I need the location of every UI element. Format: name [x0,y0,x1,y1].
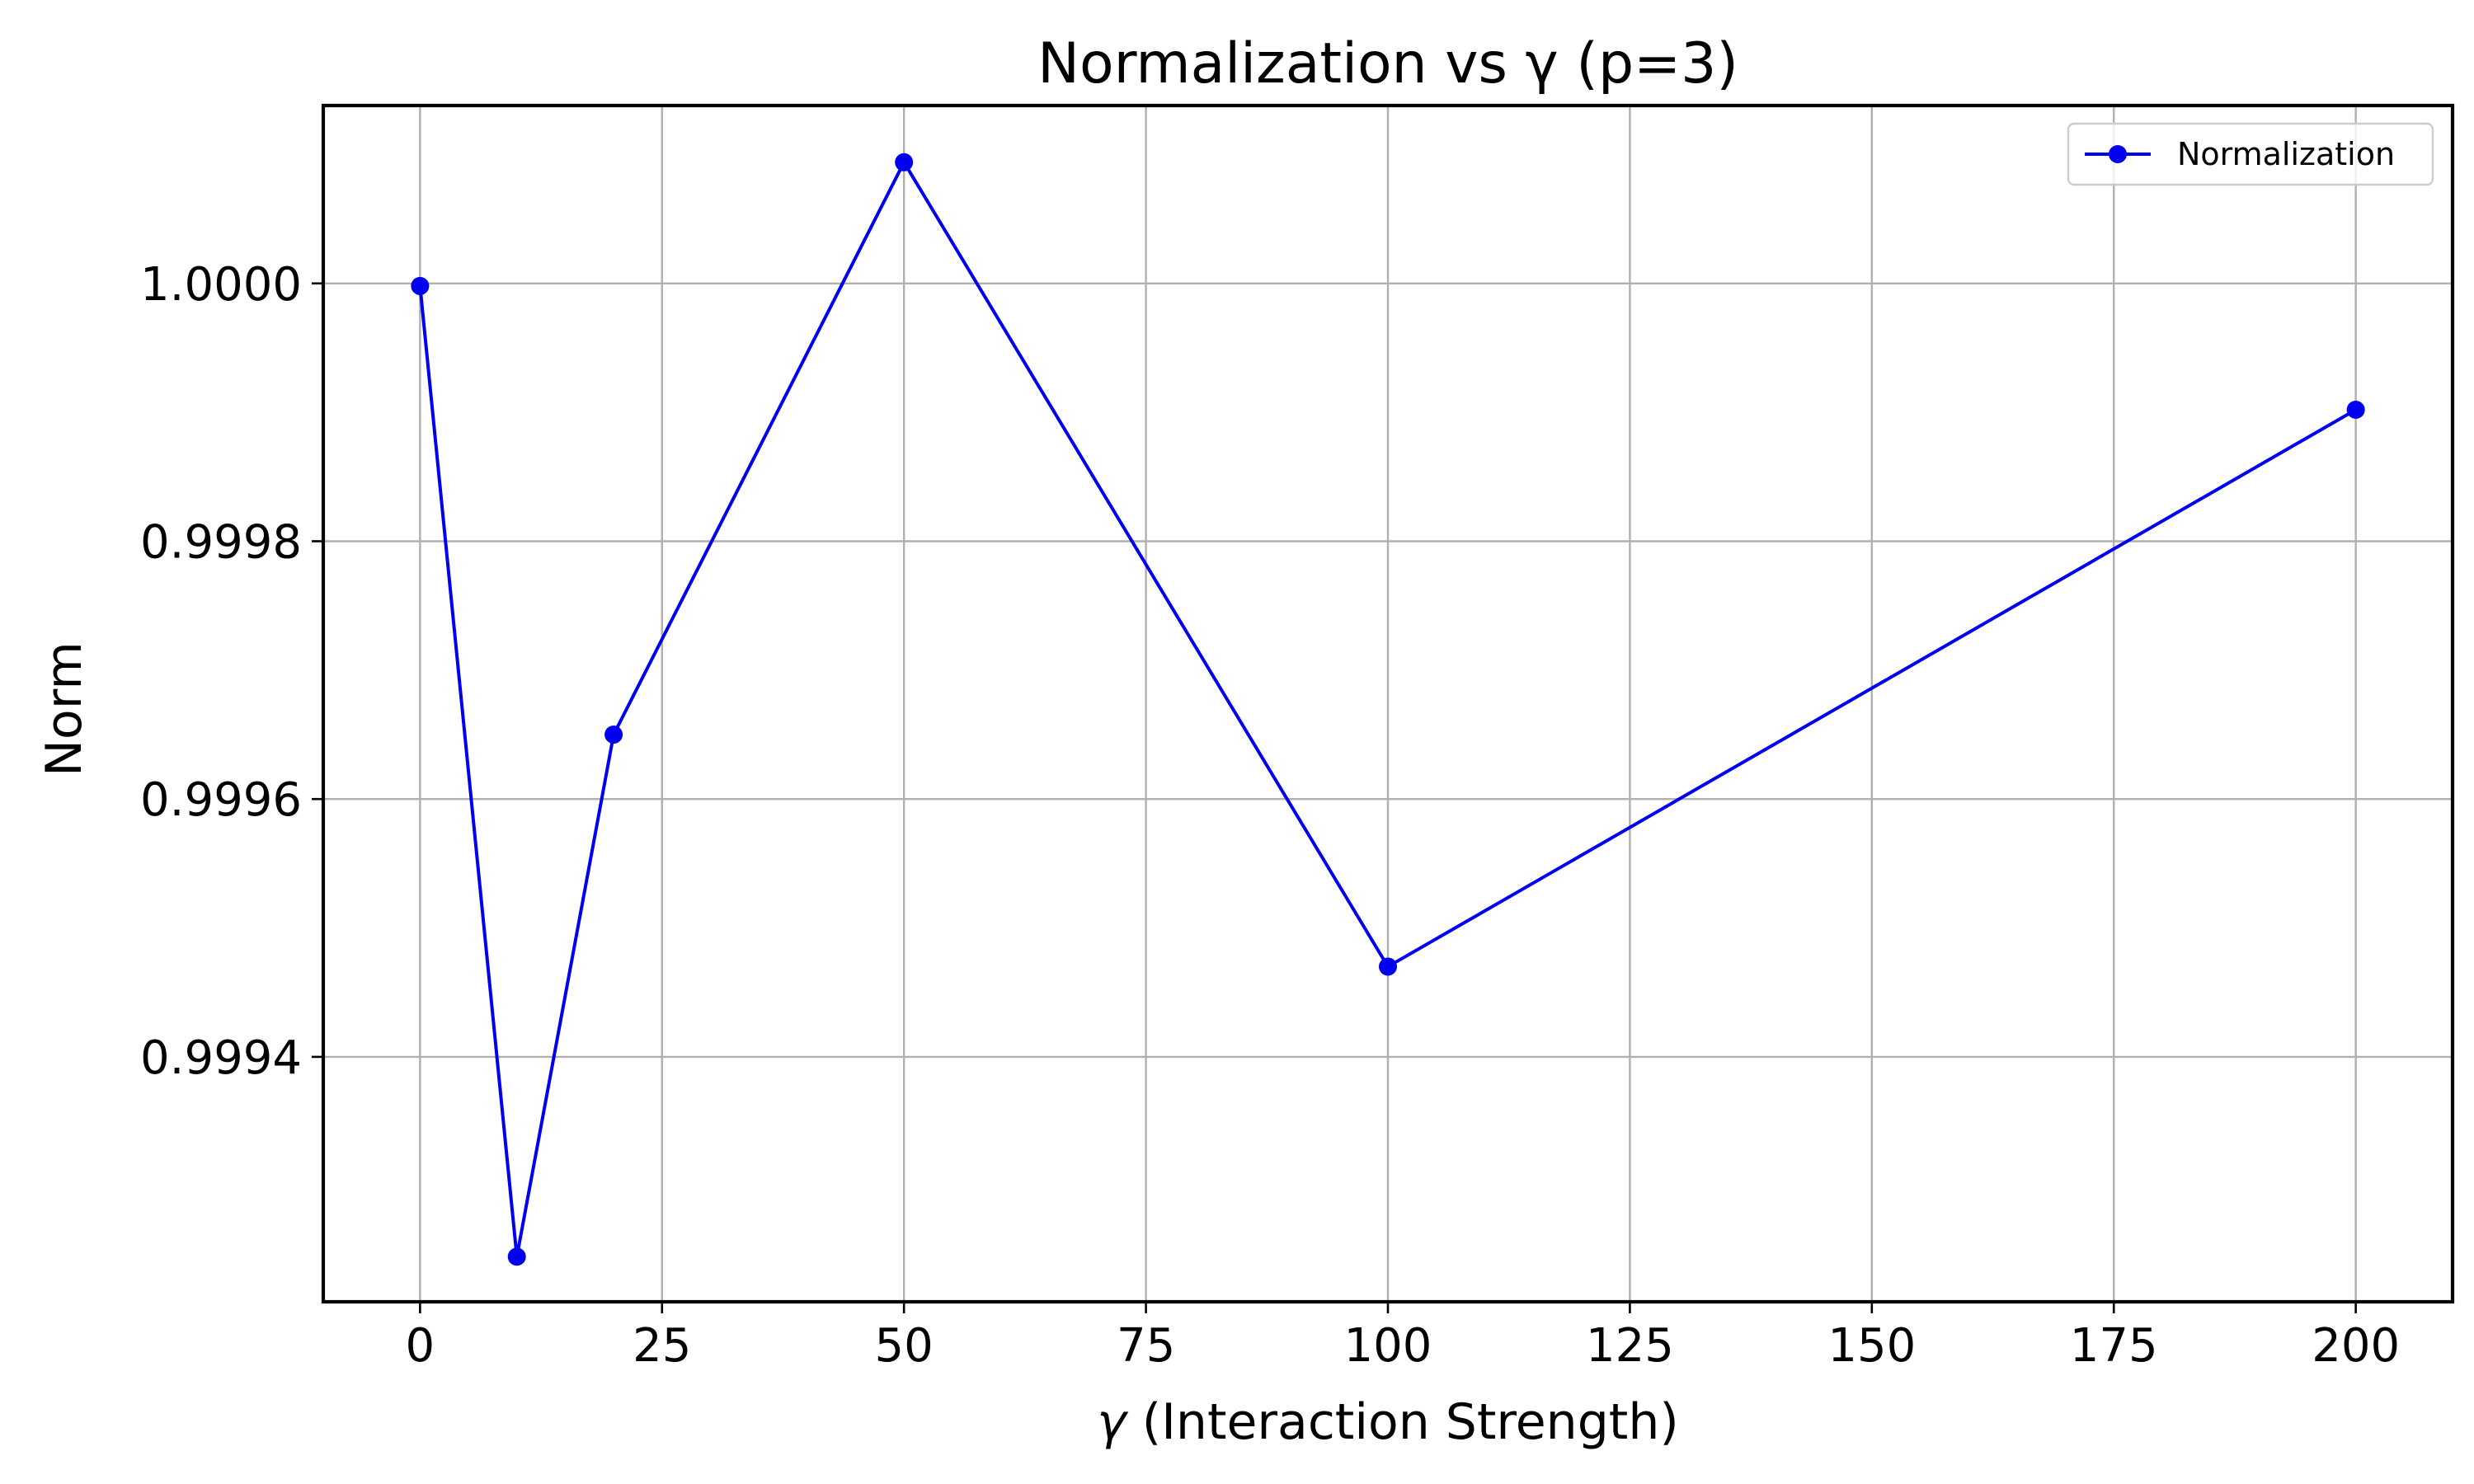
x-tick-label: 125 [1586,1319,1674,1373]
legend-label: Normalization [2177,136,2395,172]
plot-frame [321,103,2455,1304]
series-layer [411,153,2365,1266]
x-tick-label: 200 [2312,1319,2400,1373]
data-point [507,1247,526,1266]
x-axis-label-symbol: γ [1097,1393,1129,1451]
x-tick-label: 150 [1827,1319,1916,1373]
axis-ticks: 0 25 50 75 100 125 150 175 200 0.9994 0.9996 0.9998… [140,258,2400,1373]
y-tick-label: 0.9996 [140,773,302,827]
series-line [418,158,2357,1257]
legend-marker-sample [2109,145,2127,163]
chart-title: Normalization vs γ (p=3) [1037,31,1738,96]
y-tick-label: 0.9994 [140,1031,302,1085]
legend: Normalization [2067,122,2434,186]
data-point [1379,957,1397,976]
data-point [2346,401,2365,420]
x-tick-label: 0 [406,1319,435,1373]
x-tick-label: 25 [633,1319,691,1373]
x-axis-label-text: (Interaction Strength) [1126,1393,1679,1451]
x-tick-label: 175 [2070,1319,2158,1373]
data-point [604,726,623,744]
x-tick-label: 50 [875,1319,934,1373]
grid [323,106,2453,1302]
y-tick-label: 0.9998 [140,515,302,569]
x-tick-label: 100 [1344,1319,1432,1373]
y-tick-label: 1.0000 [140,258,302,312]
data-point [411,276,430,295]
x-tick-label: 75 [1117,1319,1175,1373]
data-point [895,153,914,171]
y-axis-label: Norm [35,641,93,777]
x-axis-label: γ (Interaction Strength) [1097,1393,1679,1451]
legend-box [2067,122,2434,186]
